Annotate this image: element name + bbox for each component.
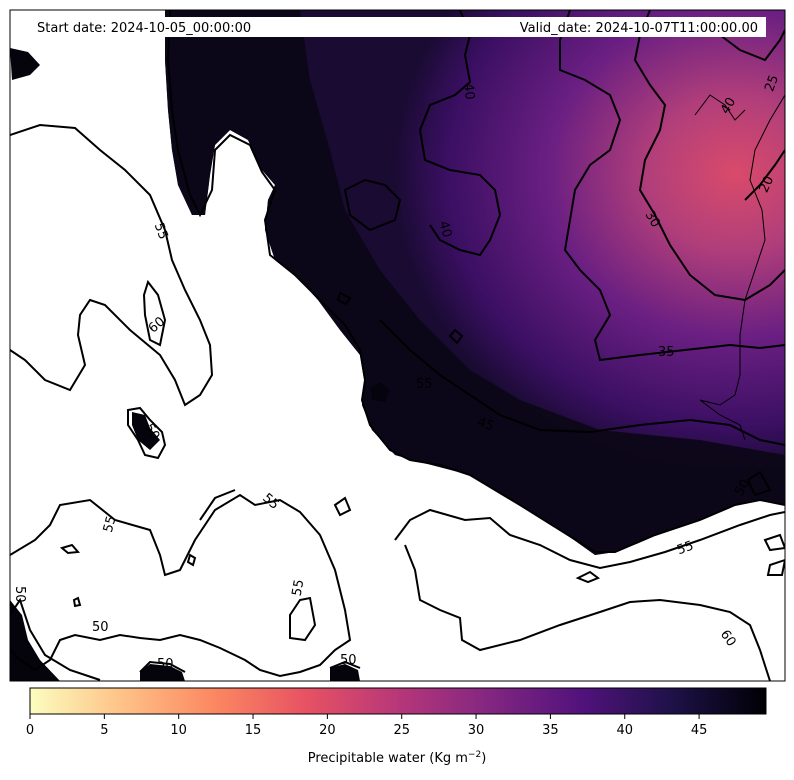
border-line-1 <box>699 94 785 441</box>
contour-50-island <box>127 406 167 460</box>
contour-lines <box>10 10 785 681</box>
pw-blob-west <box>10 48 40 80</box>
colorbar-tick-label: 0 <box>26 723 34 738</box>
colorbar-ramp <box>29 687 767 715</box>
contour-60 <box>142 279 167 347</box>
contour-35 <box>559 10 785 362</box>
colorbar-label: Precipitable water (Kg m−2) <box>308 750 487 766</box>
contour-label: 50 <box>340 653 357 668</box>
contour-small-5 <box>186 553 197 567</box>
contour-label: 55 <box>151 221 171 242</box>
start-date-label: Start date: 2024-10-05_00:00:00 <box>37 21 251 36</box>
colorbar-tick-label: 20 <box>319 723 336 738</box>
contour-small-6 <box>746 470 772 497</box>
contour-label: 50 <box>12 586 27 603</box>
colorbar-tick-label: 40 <box>616 723 633 738</box>
colorbar-tick-label: 45 <box>691 723 708 738</box>
pw-blob-south-1 <box>140 664 185 681</box>
colorbar-label-exponent: −2 <box>468 750 481 760</box>
colorbar-tick-label: 25 <box>393 723 410 738</box>
contour-label: 50 <box>141 421 162 443</box>
border-line-2 <box>694 94 746 121</box>
contour-labels: 55 60 50 55 55 50 55 50 40 40 45 35 30 2… <box>12 73 782 672</box>
contour-50-sw <box>10 597 101 681</box>
contour-55-south-4 <box>404 544 771 681</box>
contour-label: 55 <box>101 514 120 534</box>
contour-label: 50 <box>157 657 174 672</box>
contour-55-west <box>10 123 214 407</box>
colorbar-label-close: ) <box>481 751 486 766</box>
colorbar-tick-label: 30 <box>468 723 485 738</box>
contour-label: 40 <box>435 219 454 239</box>
contour-label: 55 <box>290 578 308 597</box>
contour-small-8 <box>766 558 785 576</box>
contour-small-4 <box>72 596 82 608</box>
contour-label: 20 <box>757 174 778 195</box>
contour-small-3 <box>59 543 81 555</box>
colorbar-tick-label: 10 <box>170 723 187 738</box>
contour-label: 55 <box>416 377 433 392</box>
map-frame <box>9 9 786 682</box>
pw-blob-coast <box>370 382 390 402</box>
contour-45 <box>379 319 785 446</box>
borders <box>694 94 785 441</box>
header-box <box>30 17 766 37</box>
contour-label: 50 <box>732 477 753 499</box>
contour-55-south-1 <box>10 493 352 678</box>
contour-small-1 <box>333 496 352 517</box>
contour-small-7 <box>763 533 785 552</box>
contour-label: 45 <box>475 415 496 435</box>
contour-label: 40 <box>460 83 476 101</box>
contour-40-inner <box>343 178 402 232</box>
contour-label: 30 <box>642 208 663 230</box>
map-panel: 55 60 50 55 55 50 55 50 40 40 45 35 30 2… <box>10 10 785 681</box>
contour-label: 25 <box>762 73 782 94</box>
contour-label: 40 <box>718 95 739 117</box>
contour-30 <box>633 10 785 302</box>
contour-55-south-2 <box>199 489 236 521</box>
contour-50-south <box>139 660 361 673</box>
contour-small-2 <box>575 570 601 584</box>
contour-25 <box>719 29 785 62</box>
colorbar-tick-label: 15 <box>245 723 262 738</box>
contour-label: 35 <box>658 345 675 360</box>
contour-label: 50 <box>92 620 109 635</box>
pw-blob-south-2 <box>330 664 360 681</box>
contour-small-10 <box>336 291 352 306</box>
contour-55-south-3 <box>394 508 785 570</box>
valid-date-label: Valid_date: 2024-10-07T11:00:00.00 <box>520 21 758 36</box>
contour-label: 55 <box>675 538 696 558</box>
contour-small-9 <box>448 328 464 345</box>
pw-field-edge <box>165 10 785 555</box>
contour-60-south <box>289 596 317 642</box>
colorbar: 0 5 10 15 20 25 30 35 40 45 Precipitable water (K… <box>26 687 767 766</box>
colorbar-ticks: 0 5 10 15 20 25 30 35 40 45 <box>26 714 708 738</box>
colorbar-tick-label: 5 <box>100 723 108 738</box>
contour-20 <box>744 149 785 201</box>
colorbar-tick-label: 35 <box>542 723 559 738</box>
contour-coast <box>166 10 785 553</box>
colorbar-label-text: Precipitable water (Kg m <box>308 751 468 766</box>
